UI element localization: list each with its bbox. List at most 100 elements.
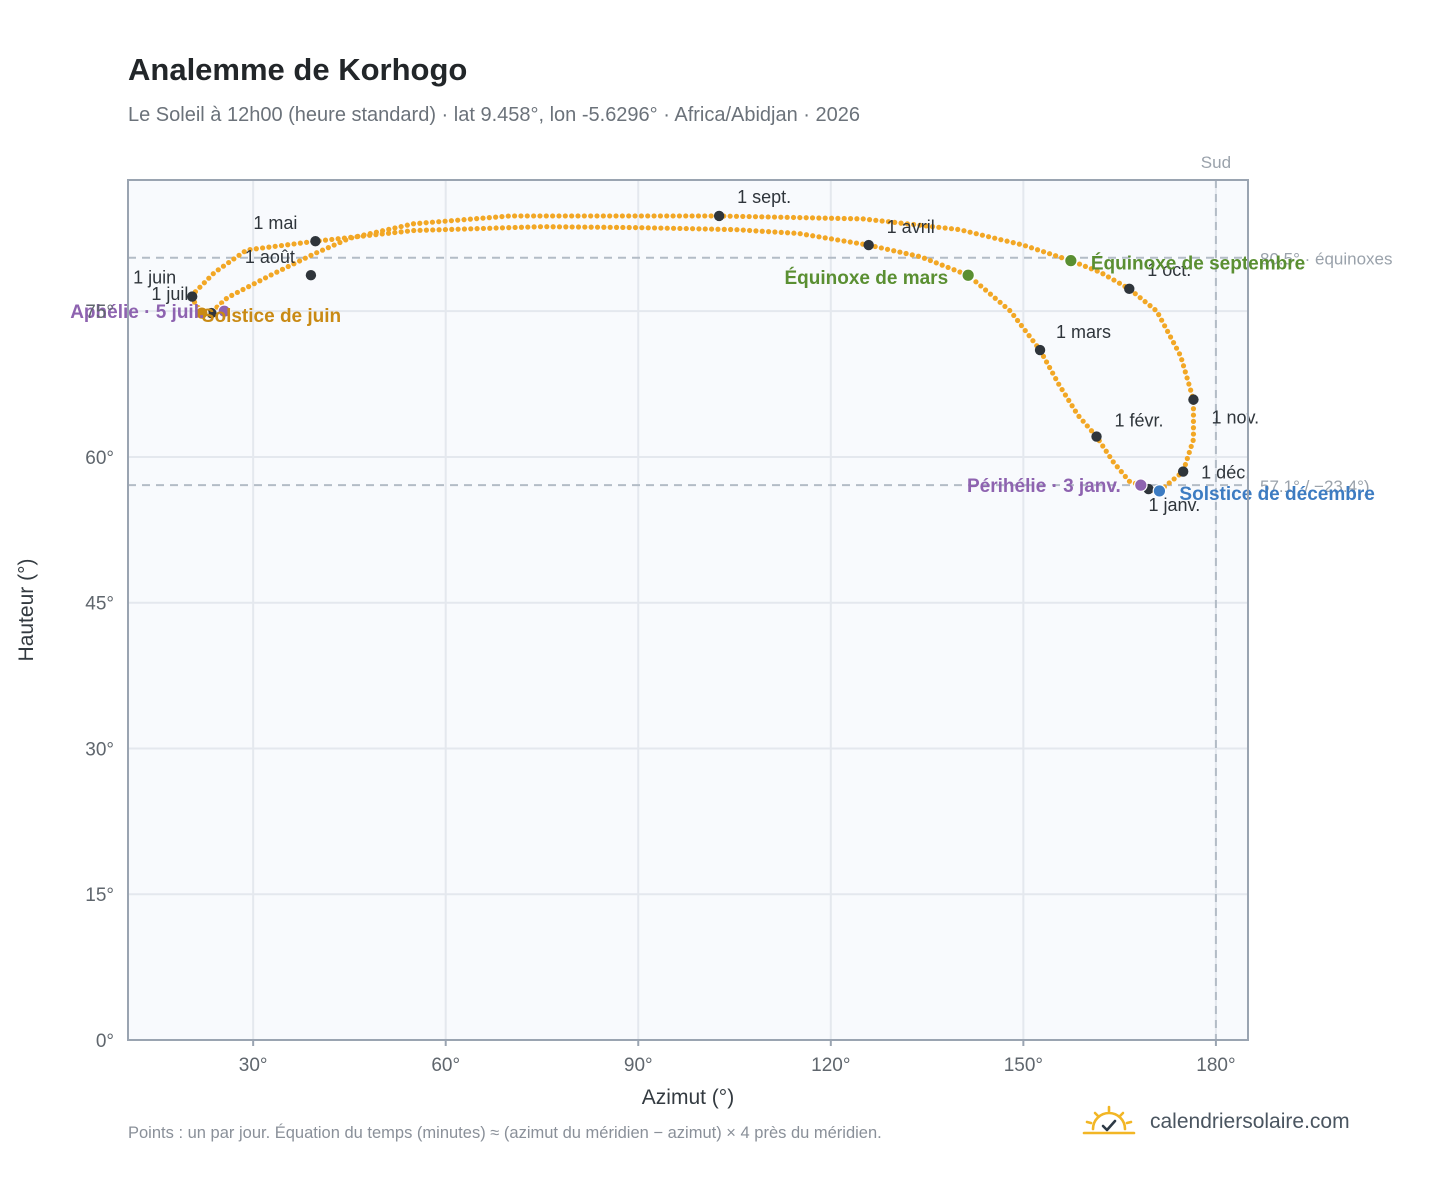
month-point <box>863 239 874 251</box>
footnote: Points : un par jour. Équation du temps … <box>128 1124 882 1142</box>
daily-point <box>790 214 797 221</box>
daily-point <box>392 229 398 236</box>
daily-point <box>1094 268 1100 274</box>
daily-point <box>302 255 308 261</box>
daily-point <box>613 224 620 230</box>
daily-point <box>1018 322 1025 329</box>
daily-point <box>1173 345 1180 351</box>
daily-point <box>442 226 449 233</box>
daily-point <box>1007 307 1013 314</box>
daily-point <box>486 215 492 221</box>
daily-point <box>1026 333 1032 339</box>
month-point <box>713 210 725 222</box>
daily-point <box>651 225 658 231</box>
daily-point <box>1080 418 1086 424</box>
daily-point <box>607 224 613 230</box>
daily-point <box>335 236 341 242</box>
daily-point <box>268 272 274 278</box>
daily-point <box>308 252 314 258</box>
daily-point <box>683 225 689 232</box>
daily-point <box>708 226 715 232</box>
daily-point <box>797 231 803 237</box>
daily-point <box>841 215 847 222</box>
daily-point <box>632 224 639 231</box>
daily-point <box>493 214 499 220</box>
daily-point <box>765 229 772 235</box>
daily-point <box>398 229 404 235</box>
event-point <box>217 304 232 318</box>
daily-point <box>1190 406 1197 412</box>
daily-point <box>639 225 645 231</box>
daily-point <box>588 224 594 230</box>
daily-point <box>556 213 562 219</box>
daily-point <box>847 239 853 245</box>
daily-point <box>619 213 625 219</box>
y-tick-label: 75° <box>85 302 114 323</box>
daily-point <box>759 228 765 234</box>
month-point <box>186 291 198 302</box>
daily-point <box>480 215 486 221</box>
daily-point <box>1076 261 1083 267</box>
daily-point <box>367 232 373 238</box>
daily-point <box>219 300 225 306</box>
daily-point <box>973 231 979 237</box>
month-label: 1 févr. <box>1115 411 1164 431</box>
x-tick-label: 120° <box>811 1055 850 1076</box>
daily-point <box>582 224 588 230</box>
daily-point <box>715 226 721 232</box>
daily-point <box>885 219 892 225</box>
daily-point <box>304 239 310 245</box>
month-label: 1 déc. <box>1201 463 1250 483</box>
daily-point <box>537 213 543 219</box>
daily-point <box>1190 431 1197 437</box>
daily-point <box>588 213 594 219</box>
daily-point <box>664 225 670 231</box>
daily-point <box>860 216 866 222</box>
daily-point <box>670 225 677 231</box>
y-tick-label: 45° <box>85 594 114 615</box>
daily-point <box>430 227 436 233</box>
y-tick-label: 30° <box>85 739 114 760</box>
daily-point <box>878 245 884 251</box>
daily-point <box>279 266 286 272</box>
daily-point <box>1022 327 1028 334</box>
daily-point <box>1171 476 1177 482</box>
daily-point <box>236 252 242 258</box>
daily-point <box>285 242 291 248</box>
plot-frame <box>127 179 1249 1041</box>
event-label: Périhélie · 3 janv. <box>967 476 1121 497</box>
daily-point <box>392 225 398 231</box>
daily-point <box>1182 369 1188 375</box>
daily-point <box>197 284 203 290</box>
daily-point <box>982 287 989 293</box>
daily-point <box>998 237 1004 243</box>
daily-point <box>525 224 531 230</box>
daily-point <box>1122 473 1128 480</box>
daily-point <box>620 224 626 231</box>
daily-point <box>898 220 904 226</box>
daily-point <box>997 299 1003 305</box>
daily-point <box>626 213 632 219</box>
daily-point <box>955 226 961 232</box>
daily-point <box>927 257 933 264</box>
daily-point <box>951 267 957 273</box>
brand-logo[interactable]: calendriersolaire.com <box>1082 1102 1350 1142</box>
daily-point <box>746 227 753 234</box>
daily-point <box>892 219 898 226</box>
daily-point <box>493 225 499 231</box>
daily-point <box>518 213 524 219</box>
daily-point <box>752 214 759 220</box>
daily-point <box>550 224 556 230</box>
daily-point <box>891 248 897 254</box>
daily-point <box>1059 255 1065 261</box>
daily-point <box>657 213 664 219</box>
event-label: Solstice de juin <box>202 306 341 327</box>
daily-point <box>601 224 607 230</box>
month-point <box>1034 344 1046 356</box>
daily-point <box>1114 464 1120 470</box>
daily-point <box>1179 357 1185 363</box>
daily-point <box>1053 253 1059 259</box>
daily-point <box>1176 351 1183 357</box>
daily-point <box>499 225 506 231</box>
daily-point <box>274 269 280 275</box>
